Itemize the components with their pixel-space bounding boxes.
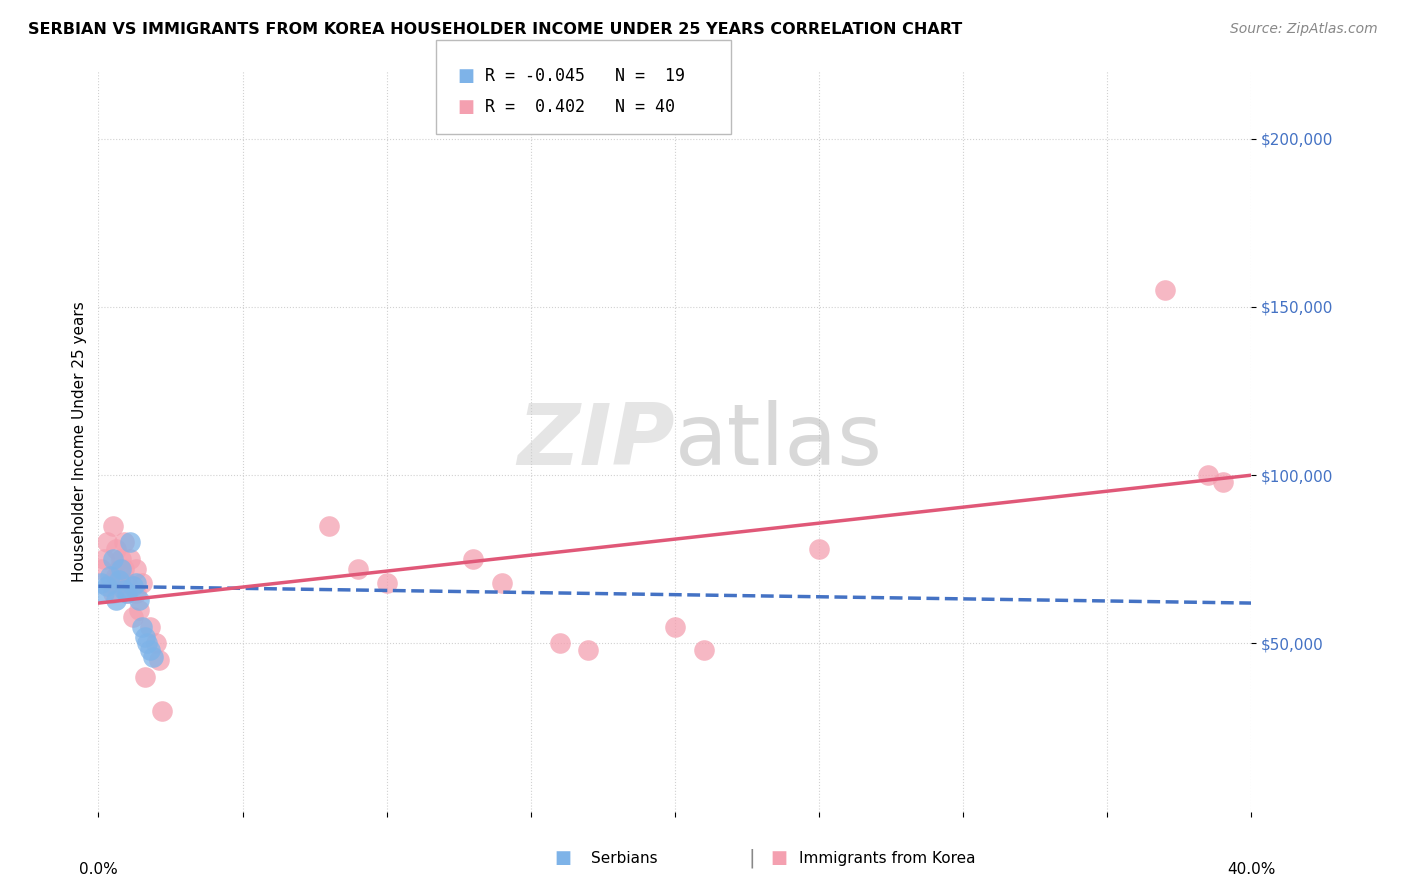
Text: R = -0.045   N =  19: R = -0.045 N = 19 [485, 67, 685, 85]
Point [139, 643, 162, 657]
Point [96, 579, 118, 593]
Point [101, 518, 124, 533]
Point [491, 575, 513, 590]
Point [101, 552, 124, 566]
Y-axis label: Householder Income Under 25 years: Householder Income Under 25 years [72, 301, 87, 582]
Point [98, 575, 121, 590]
Point [93, 586, 115, 600]
Text: ■: ■ [457, 98, 474, 116]
Point [346, 562, 368, 576]
Point [136, 636, 159, 650]
Point [104, 569, 127, 583]
Point [131, 619, 153, 633]
Point [148, 653, 170, 667]
Point [112, 562, 135, 576]
Text: Immigrants from Korea: Immigrants from Korea [799, 851, 976, 865]
Point [107, 575, 129, 590]
Point [122, 609, 145, 624]
Point [375, 575, 398, 590]
Point [578, 643, 600, 657]
Text: ZIP: ZIP [517, 400, 675, 483]
Point [93, 552, 115, 566]
Point [125, 586, 148, 600]
Point [134, 630, 156, 644]
Point [117, 575, 139, 590]
Text: SERBIAN VS IMMIGRANTS FROM KOREA HOUSEHOLDER INCOME UNDER 25 YEARS CORRELATION C: SERBIAN VS IMMIGRANTS FROM KOREA HOUSEHO… [28, 22, 962, 37]
Point [693, 643, 716, 657]
Point [122, 579, 145, 593]
Point [131, 575, 153, 590]
Text: ■: ■ [554, 849, 571, 867]
Point [112, 535, 135, 549]
Text: Source: ZipAtlas.com: Source: ZipAtlas.com [1230, 22, 1378, 37]
Point [96, 535, 118, 549]
Point [318, 518, 340, 533]
Text: 0.0%: 0.0% [79, 863, 118, 877]
Point [128, 592, 150, 607]
Point [112, 582, 135, 597]
Point [150, 704, 173, 718]
Point [110, 575, 132, 590]
Text: ■: ■ [457, 67, 474, 85]
Text: 40.0%: 40.0% [1227, 863, 1275, 877]
Point [664, 619, 686, 633]
Point [808, 542, 831, 557]
Point [125, 575, 148, 590]
Text: R =  0.402   N = 40: R = 0.402 N = 40 [485, 98, 675, 116]
Point [117, 586, 139, 600]
Point [107, 573, 129, 587]
Point [128, 603, 150, 617]
Point [90, 575, 112, 590]
Point [110, 552, 132, 566]
Text: ■: ■ [770, 849, 787, 867]
Point [104, 592, 127, 607]
Point [1212, 475, 1234, 489]
Point [139, 619, 162, 633]
Point [104, 542, 127, 557]
Point [110, 562, 132, 576]
Point [101, 586, 124, 600]
Point [461, 552, 484, 566]
Text: |: | [749, 848, 755, 868]
Point [98, 569, 121, 583]
Point [107, 562, 129, 576]
Point [548, 636, 571, 650]
Point [145, 636, 167, 650]
Point [120, 535, 142, 549]
Point [117, 586, 139, 600]
Point [125, 562, 148, 576]
Point [134, 670, 156, 684]
Text: Serbians: Serbians [591, 851, 657, 865]
Point [120, 552, 142, 566]
Text: atlas: atlas [675, 400, 883, 483]
Point [90, 562, 112, 576]
Point [1197, 468, 1219, 483]
Point [1154, 283, 1177, 297]
Point [142, 649, 165, 664]
